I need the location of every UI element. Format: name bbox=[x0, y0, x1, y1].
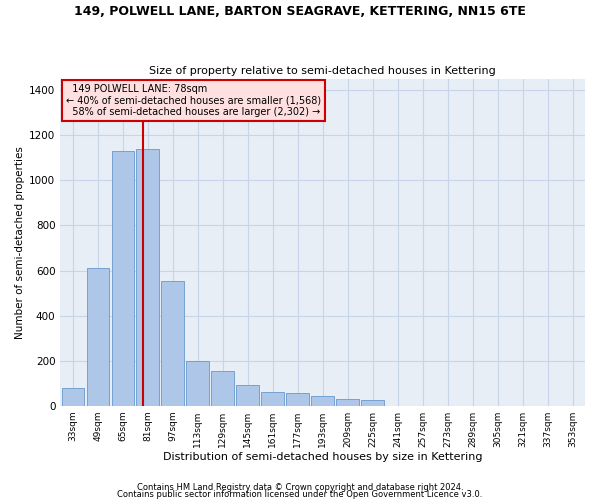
X-axis label: Distribution of semi-detached houses by size in Kettering: Distribution of semi-detached houses by … bbox=[163, 452, 482, 462]
Bar bbox=[286, 394, 309, 406]
Y-axis label: Number of semi-detached properties: Number of semi-detached properties bbox=[15, 146, 25, 339]
Bar bbox=[62, 388, 84, 406]
Text: 149, POLWELL LANE, BARTON SEAGRAVE, KETTERING, NN15 6TE: 149, POLWELL LANE, BARTON SEAGRAVE, KETT… bbox=[74, 5, 526, 18]
Bar bbox=[211, 371, 234, 406]
Bar bbox=[86, 268, 109, 406]
Bar bbox=[161, 280, 184, 406]
Bar bbox=[262, 392, 284, 406]
Title: Size of property relative to semi-detached houses in Kettering: Size of property relative to semi-detach… bbox=[149, 66, 496, 76]
Text: 149 POLWELL LANE: 78sqm
← 40% of semi-detached houses are smaller (1,568)
  58% : 149 POLWELL LANE: 78sqm ← 40% of semi-de… bbox=[65, 84, 320, 117]
Bar bbox=[187, 360, 209, 406]
Bar bbox=[337, 399, 359, 406]
Bar bbox=[311, 396, 334, 406]
Bar bbox=[236, 386, 259, 406]
Text: Contains HM Land Registry data © Crown copyright and database right 2024.: Contains HM Land Registry data © Crown c… bbox=[137, 484, 463, 492]
Bar bbox=[136, 149, 159, 406]
Bar bbox=[112, 151, 134, 406]
Bar bbox=[361, 400, 384, 406]
Text: Contains public sector information licensed under the Open Government Licence v3: Contains public sector information licen… bbox=[118, 490, 482, 499]
